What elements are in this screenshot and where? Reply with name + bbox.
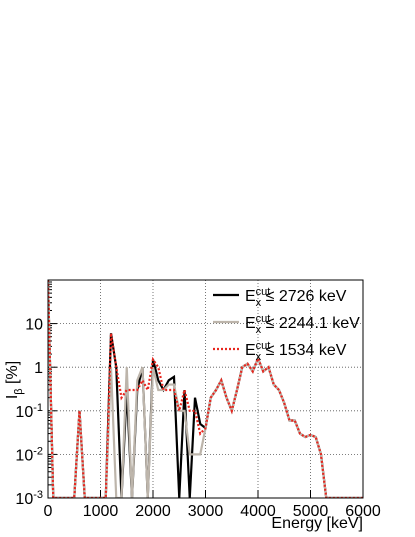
- x-tick-label: 5000: [293, 503, 329, 520]
- y-tick-label: 10-1: [15, 402, 43, 421]
- y-tick-label: 10-3: [15, 489, 43, 508]
- x-tick-label: 3000: [188, 503, 224, 520]
- legend-label: Ecut x ≤ 2726 keV: [245, 286, 347, 309]
- series-line: [48, 280, 363, 498]
- x-tick-label: 4000: [240, 503, 276, 520]
- x-tick-label: 1000: [83, 503, 119, 520]
- x-tick-label: 2000: [135, 503, 171, 520]
- plot-frame: [47, 279, 364, 499]
- x-tick-label: 0: [44, 503, 53, 520]
- legend-label: Ecut x ≤ 1534 keV: [245, 340, 347, 363]
- legend-label: Ecut x ≤ 2244.1 keV: [245, 313, 360, 336]
- x-tick-label: 6000: [345, 503, 381, 520]
- y-tick-label: 1: [34, 360, 43, 377]
- y-tick-label: 10: [25, 317, 43, 334]
- x-axis-label: Energy [keV]: [271, 515, 363, 532]
- y-tick-label: 10-2: [15, 445, 43, 464]
- y-axis-label: Iβ [%]: [4, 361, 25, 399]
